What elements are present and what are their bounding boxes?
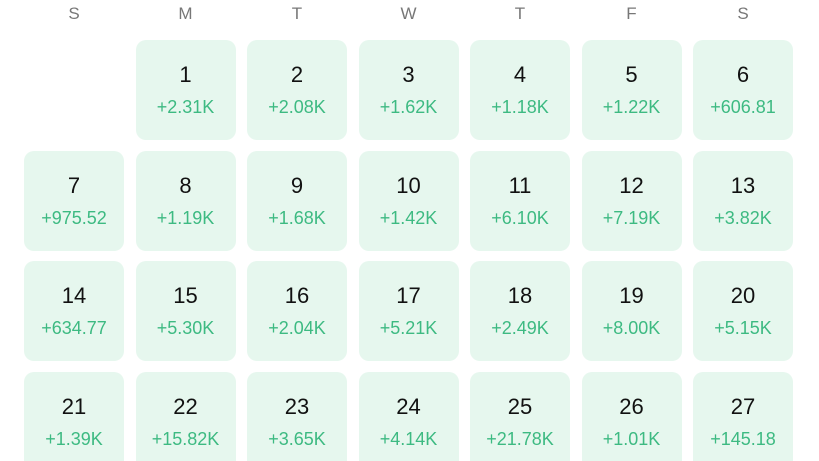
day-cell[interactable]: 21 +1.39K [24, 372, 124, 461]
day-cell[interactable]: 14 +634.77 [24, 261, 124, 362]
day-number: 18 [507, 283, 533, 309]
day-number: 3 [402, 62, 415, 87]
day-change: +634.77 [41, 318, 107, 339]
day-change: +1.18K [491, 97, 549, 117]
day-number: 21 [61, 394, 87, 420]
day-change: +145.18 [710, 429, 776, 450]
day-cell[interactable]: 4 +1.18K [470, 40, 570, 140]
day-change: +2.08K [268, 97, 326, 117]
day-cell[interactable]: 19 +8.00K [581, 261, 682, 362]
day-number: 26 [619, 394, 644, 420]
day-number: 12 [619, 172, 644, 198]
day-cell[interactable]: 2 +2.08K [247, 40, 347, 140]
weekday-label: S [737, 4, 749, 23]
day-number: 4 [513, 62, 527, 87]
day-cell[interactable]: 12 +7.19K [581, 150, 682, 251]
day-number: 23 [284, 394, 310, 420]
day-number: 24 [396, 394, 421, 420]
day-number: 5 [625, 62, 638, 87]
day-number: 17 [396, 283, 421, 309]
day-cell[interactable]: 6 +606.81 [693, 40, 793, 140]
day-number: 15 [173, 283, 198, 309]
day-number: 7 [67, 172, 81, 198]
day-change: +6.10K [491, 207, 549, 228]
day-change: +5.21K [379, 318, 438, 339]
day-change: +15.82K [151, 429, 220, 450]
day-change: +975.52 [41, 207, 107, 228]
day-change: +2.04K [268, 318, 326, 339]
day-cell[interactable]: 24 +4.14K [358, 372, 459, 461]
weekday-label: T [514, 4, 526, 23]
day-change: +1.22K [602, 97, 661, 117]
day-number: 19 [619, 283, 644, 309]
day-cell[interactable]: 8 +1.19K [135, 150, 236, 251]
day-cell[interactable]: 9 +1.68K [247, 150, 347, 251]
day-cell[interactable]: 16 +2.04K [247, 261, 347, 362]
day-number: 20 [730, 283, 756, 309]
day-cell[interactable]: 15 +5.30K [135, 261, 236, 362]
day-number: 8 [179, 172, 192, 198]
day-change: +7.19K [602, 207, 661, 228]
day-change: +1.01K [602, 429, 661, 450]
day-number: 10 [396, 172, 421, 198]
day-cell[interactable]: 13 +3.82K [693, 150, 793, 251]
day-number: 22 [173, 394, 198, 420]
day-number: 6 [736, 62, 750, 87]
day-cell[interactable]: 25 +21.78K [470, 372, 570, 461]
day-cell[interactable]: 22 +15.82K [135, 372, 236, 461]
day-number: 9 [290, 172, 304, 198]
day-change: +21.78K [486, 429, 554, 450]
day-number: 14 [61, 283, 87, 309]
day-change: +1.42K [379, 207, 438, 228]
day-cell[interactable]: 23 +3.65K [247, 372, 347, 461]
weekday-label: S [68, 4, 80, 23]
weekday-label: F [626, 4, 637, 23]
day-cell[interactable]: 5 +1.22K [581, 40, 682, 140]
day-cell[interactable]: 7 +975.52 [24, 150, 124, 251]
day-number: 2 [290, 62, 304, 87]
day-change: +2.31K [156, 97, 215, 117]
day-cell[interactable]: 20 +5.15K [693, 261, 793, 362]
day-change: +5.15K [714, 318, 772, 339]
day-change: +606.81 [710, 97, 776, 117]
day-change: +3.65K [268, 429, 326, 450]
day-cell[interactable]: 17 +5.21K [358, 261, 459, 362]
day-cell[interactable]: 26 +1.01K [581, 372, 682, 461]
day-number: 1 [179, 62, 192, 87]
day-change: +1.62K [379, 97, 438, 117]
weekday-label: M [178, 4, 193, 23]
day-cell[interactable]: 18 +2.49K [470, 261, 570, 362]
day-change: +5.30K [156, 318, 215, 339]
day-cell[interactable]: 10 +1.42K [358, 150, 459, 251]
day-change: +1.68K [268, 207, 326, 228]
day-cell[interactable]: 3 +1.62K [358, 40, 459, 140]
weekday-label: T [291, 4, 303, 23]
weekday-label: W [400, 4, 417, 23]
day-cell[interactable]: 11 +6.10K [470, 150, 570, 251]
day-cell[interactable]: 1 +2.31K [135, 40, 236, 140]
day-change: +8.00K [602, 318, 661, 339]
day-number: 25 [507, 394, 533, 420]
day-number: 11 [508, 172, 532, 198]
day-change: +2.49K [491, 318, 549, 339]
day-change: +1.39K [45, 429, 103, 450]
day-change: +1.19K [156, 207, 215, 228]
day-change: +4.14K [379, 429, 438, 450]
day-change: +3.82K [714, 207, 772, 228]
day-number: 16 [284, 283, 310, 309]
day-cell[interactable]: 27 +145.18 [693, 372, 793, 461]
day-number: 27 [730, 394, 756, 420]
day-number: 13 [730, 172, 756, 198]
